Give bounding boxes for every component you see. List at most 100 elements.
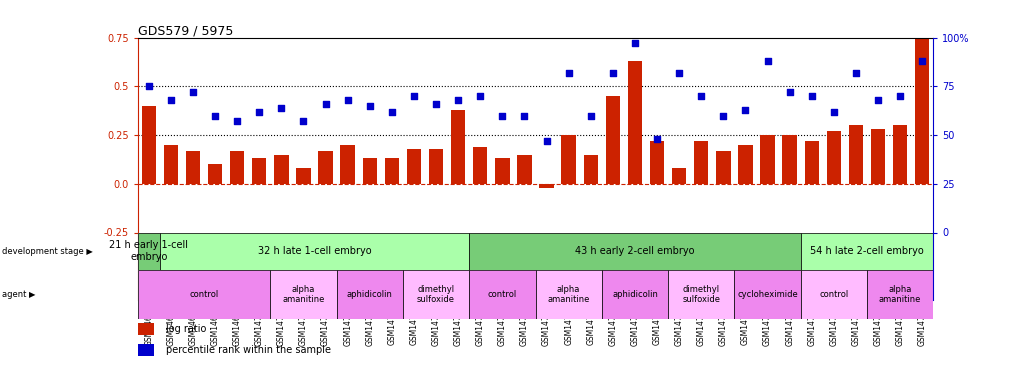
Point [869, 97, 886, 103]
Bar [469, 270, 535, 319]
Bar [605, 96, 620, 184]
Bar [804, 141, 818, 184]
Text: development stage ▶: development stage ▶ [2, 247, 93, 256]
Bar [138, 270, 270, 319]
Bar [450, 110, 465, 184]
Text: alpha
amanitine: alpha amanitine [878, 285, 920, 304]
Point [516, 112, 532, 118]
Text: alpha
amanitine: alpha amanitine [547, 285, 589, 304]
Bar [138, 232, 160, 270]
Point [560, 70, 577, 76]
Point [781, 89, 797, 95]
Bar [407, 148, 421, 184]
Point [803, 93, 819, 99]
Point [693, 93, 709, 99]
Bar [649, 141, 663, 184]
Text: aphidicolin: aphidicolin [346, 290, 392, 299]
Text: control: control [818, 290, 848, 299]
Point [207, 112, 223, 118]
Text: aphidicolin: aphidicolin [611, 290, 657, 299]
Point [362, 103, 378, 109]
Bar [892, 125, 907, 184]
Bar [494, 158, 510, 184]
Point [449, 97, 466, 103]
Point [494, 112, 511, 118]
Text: GDS579 / 5975: GDS579 / 5975 [138, 24, 233, 38]
Bar [403, 270, 469, 319]
Text: 21 h early 1-cell
embryo: 21 h early 1-cell embryo [109, 240, 189, 262]
Text: 32 h late 1-cell embryo: 32 h late 1-cell embryo [258, 246, 371, 256]
Bar [560, 135, 576, 184]
Text: cycloheximide: cycloheximide [737, 290, 797, 299]
Point [538, 138, 554, 144]
Point [428, 101, 444, 107]
Point [339, 97, 356, 103]
Text: log ratio: log ratio [165, 324, 206, 334]
Bar [160, 232, 469, 270]
Point [737, 106, 753, 112]
Bar [627, 61, 642, 184]
Bar [800, 232, 932, 270]
Point [296, 118, 312, 124]
Bar [428, 148, 443, 184]
Bar [138, 323, 154, 335]
Point [472, 93, 488, 99]
Bar [782, 135, 796, 184]
Bar [693, 141, 708, 184]
Text: alpha
amanitine: alpha amanitine [282, 285, 324, 304]
Bar [715, 151, 730, 184]
Bar [208, 164, 222, 184]
Point [184, 89, 201, 95]
Point [251, 109, 267, 115]
Bar [914, 38, 928, 184]
Bar [759, 135, 774, 184]
Bar [870, 129, 884, 184]
Text: dimethyl
sulfoxide: dimethyl sulfoxide [417, 285, 454, 304]
Point [383, 109, 399, 115]
Text: dimethyl
sulfoxide: dimethyl sulfoxide [682, 285, 719, 304]
Point [648, 136, 664, 142]
Bar [163, 145, 178, 184]
Bar [362, 158, 377, 184]
Point [714, 112, 731, 118]
Text: 54 h late 2-cell embryo: 54 h late 2-cell embryo [809, 246, 923, 256]
Point [825, 109, 842, 115]
Text: control: control [190, 290, 218, 299]
Point [913, 58, 929, 64]
Text: percentile rank within the sample: percentile rank within the sample [165, 345, 330, 355]
Bar [142, 106, 156, 184]
Bar [252, 158, 266, 184]
Bar [318, 151, 332, 184]
Point [847, 70, 863, 76]
Bar [583, 154, 597, 184]
Bar [667, 270, 734, 319]
Point [582, 112, 598, 118]
Point [892, 93, 908, 99]
Bar [734, 270, 800, 319]
Point [228, 118, 246, 124]
Point [163, 97, 179, 103]
Bar [473, 147, 487, 184]
Bar [270, 270, 336, 319]
Bar [296, 168, 311, 184]
Bar [535, 270, 601, 319]
Bar [738, 145, 752, 184]
Text: 43 h early 2-cell embryo: 43 h early 2-cell embryo [575, 246, 694, 256]
Bar [601, 270, 667, 319]
Point [406, 93, 422, 99]
Bar [825, 131, 841, 184]
Bar [517, 154, 531, 184]
Bar [384, 158, 398, 184]
Bar [274, 154, 288, 184]
Text: control: control [487, 290, 517, 299]
Point [626, 40, 643, 46]
Bar [866, 270, 932, 319]
Point [604, 70, 621, 76]
Bar [138, 344, 154, 356]
Point [758, 58, 775, 64]
Point [141, 83, 157, 89]
Bar [229, 151, 245, 184]
Text: agent ▶: agent ▶ [2, 290, 36, 299]
Point [671, 70, 687, 76]
Bar [848, 125, 862, 184]
